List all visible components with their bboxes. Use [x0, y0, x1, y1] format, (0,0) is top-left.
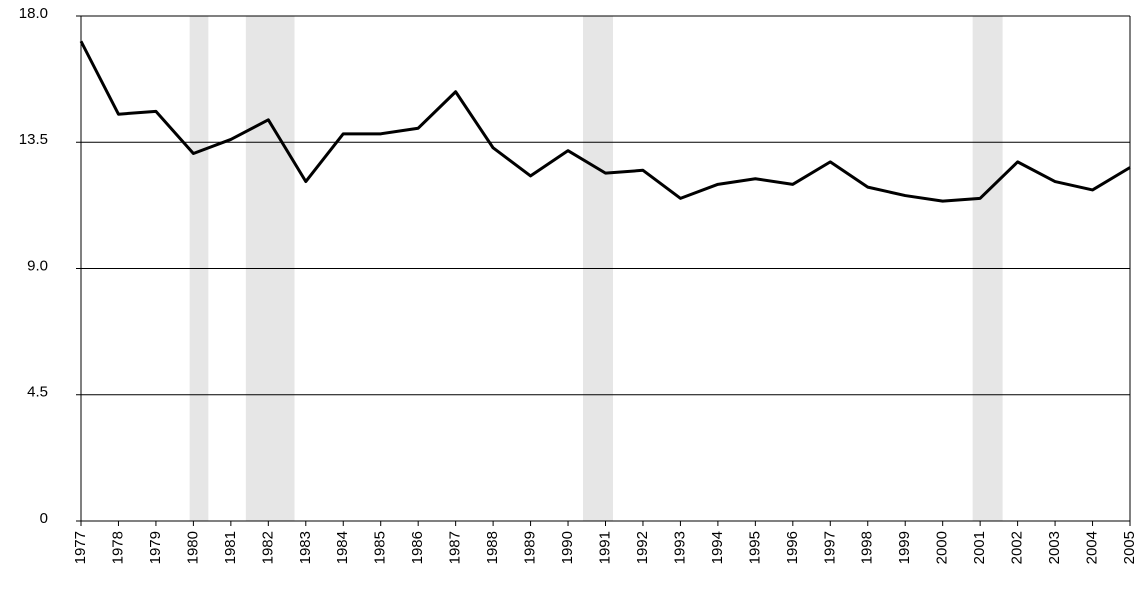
x-tick-label: 1997	[821, 531, 838, 564]
x-tick-label: 1993	[671, 531, 688, 564]
x-tick-label: 1996	[784, 531, 801, 564]
x-tick-label: 1984	[334, 531, 351, 564]
data-line	[79, 40, 1131, 203]
y-tick-label: 9.0	[27, 257, 48, 274]
x-tick-label: 2000	[934, 531, 951, 564]
x-tick-label: 1980	[184, 531, 201, 564]
x-tick-label: 1983	[297, 531, 314, 564]
y-tick-label: 4.5	[27, 384, 48, 401]
x-tick-label: 2004	[1084, 531, 1101, 564]
x-tick-label: 1978	[109, 531, 126, 564]
x-tick-label: 1990	[559, 531, 576, 564]
x-tick-label: 1991	[596, 531, 613, 564]
x-tick-label: 1981	[222, 531, 239, 564]
y-tick-label: 0	[40, 510, 48, 527]
x-tick-label: 1989	[522, 531, 539, 564]
x-tick-label: 1992	[634, 531, 651, 564]
x-tick-label: 1999	[896, 531, 913, 564]
x-tick-label: 1982	[259, 531, 276, 564]
x-tick-label: 1986	[409, 531, 426, 564]
x-tick-label: 1977	[72, 531, 89, 564]
x-tick-label: 2002	[1009, 531, 1026, 564]
x-tick-label: 1985	[372, 531, 389, 564]
x-tick-label: 1995	[746, 531, 763, 564]
x-tick-label: 1987	[447, 531, 464, 564]
y-tick-label: 18.0	[19, 5, 48, 22]
x-tick-label: 1988	[484, 531, 501, 564]
x-tick-label: 1998	[859, 531, 876, 564]
x-tick-label: 1979	[147, 531, 164, 564]
x-tick-label: 1994	[709, 531, 726, 564]
x-tick-label: 2003	[1046, 531, 1063, 564]
x-tick-label: 2005	[1121, 531, 1138, 564]
x-tick-label: 2001	[971, 531, 988, 564]
y-tick-label: 13.5	[19, 131, 48, 148]
